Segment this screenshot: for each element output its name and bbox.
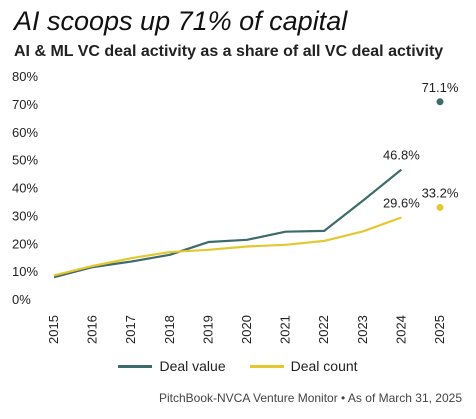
y-tick-label: 20% [12, 236, 38, 251]
series-lines [53, 168, 403, 279]
legend-item-deal-count: Deal count [249, 358, 358, 374]
legend-swatch-deal-value [118, 364, 153, 368]
data-marks: 46.8% 71.1% 29.6%33.2% [383, 80, 459, 211]
point-deal-value-2025 [436, 98, 444, 106]
x-axis: 2015 2016 2017 2018 2019 2020 2021 2022 2023 2024… [46, 315, 447, 344]
legend-label-deal-value: Deal value [159, 358, 226, 374]
point-deal-count-2025 [436, 203, 444, 211]
x-tick-label: 2018 [162, 315, 177, 344]
y-tick-label: 10% [12, 264, 38, 279]
series-line-deal-count [53, 216, 402, 277]
chart-subtitle: AI & ML VC deal activity as a share of a… [14, 43, 444, 60]
x-tick-label: 2025 [432, 315, 447, 344]
y-tick-label: 40% [12, 181, 38, 196]
y-tick-label: 80% [12, 69, 38, 84]
x-tick-label: 2020 [239, 315, 254, 344]
legend-swatch-deal-count [249, 364, 284, 368]
legend-item-deal-value: Deal value [118, 358, 226, 374]
y-tick-label: 70% [12, 97, 38, 112]
y-tick-label: 50% [12, 153, 38, 168]
data-label-deal-value-2024: 46.8% [383, 148, 420, 163]
chart-title: AI scoops up 71% of capital [14, 6, 348, 36]
y-axis: 0% 10% 20% 30% 40% 50% 60% 70% 80% [12, 69, 38, 307]
source-note: PitchBook-NVCA Venture Monitor • As of M… [158, 391, 462, 405]
series-line-deal-value [53, 168, 403, 279]
x-tick-label: 2015 [46, 315, 61, 344]
data-label-deal-value-2025: 71.1% [422, 80, 459, 95]
x-tick-label: 2016 [85, 315, 100, 344]
x-tick-label: 2021 [278, 315, 293, 344]
x-tick-label: 2017 [123, 315, 138, 344]
legend-label-deal-count: Deal count [290, 358, 358, 374]
x-tick-label: 2023 [355, 315, 370, 344]
data-label-deal-count-2024: 29.6% [383, 195, 420, 210]
y-tick-label: 30% [12, 208, 38, 223]
x-tick-label: 2022 [316, 315, 331, 344]
legend: Deal value Deal count [0, 358, 476, 374]
y-tick-label: 60% [12, 125, 38, 140]
x-tick-label: 2019 [200, 315, 215, 344]
data-label-deal-count-2025: 33.2% [422, 185, 459, 200]
y-tick-label: 0% [12, 292, 31, 307]
x-tick-label: 2024 [393, 315, 408, 344]
